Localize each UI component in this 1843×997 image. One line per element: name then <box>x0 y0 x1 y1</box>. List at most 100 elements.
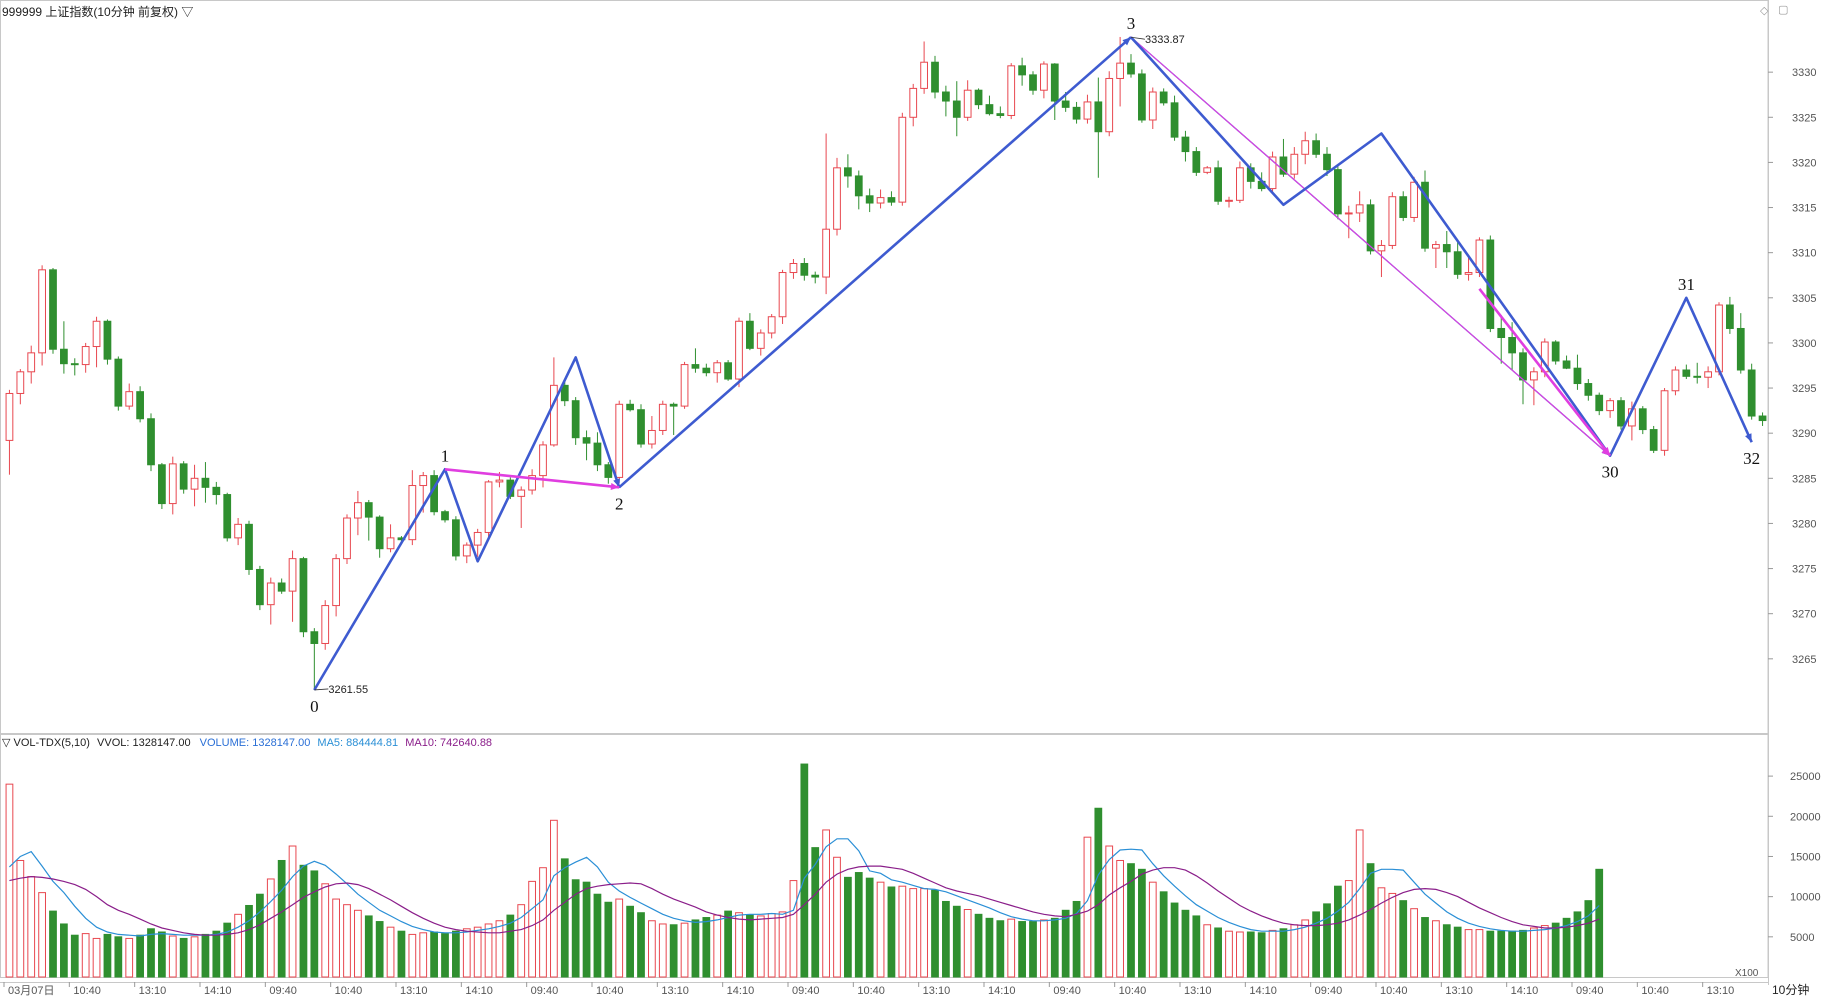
candle-body-down <box>691 364 700 369</box>
candle-body-up <box>1116 62 1124 79</box>
volume-bar-down <box>1453 926 1462 978</box>
wave-point-label: 32 <box>1743 449 1760 468</box>
volume-tick-label: 15000 <box>1790 851 1821 863</box>
volume-ma-layer <box>8 838 1600 937</box>
volume-bar-up <box>876 881 885 978</box>
candle-body-up <box>1236 167 1244 201</box>
volume-bar-up <box>909 888 918 978</box>
ma10-value: MA10: 742640.88 <box>405 737 493 749</box>
volume-bar-up <box>343 904 351 978</box>
candles-layer <box>5 36 1767 690</box>
volume-bar-down <box>626 905 634 978</box>
candle-body-down <box>1029 74 1037 91</box>
candle-body-down <box>724 362 732 380</box>
volume-bar-down <box>1508 930 1516 978</box>
candle-body-down <box>147 418 155 466</box>
candle-body-up <box>1671 369 1680 392</box>
volume-bar-up <box>92 937 101 978</box>
candle-body-up <box>16 371 25 394</box>
candle-body-up <box>833 167 841 230</box>
candle-body-down <box>375 516 384 550</box>
ma5-value: MA5: 884444.81 <box>317 737 399 749</box>
wave-point-label: 30 <box>1602 463 1619 482</box>
grid-layer <box>0 0 1769 985</box>
candle-body-down <box>1508 337 1516 354</box>
candle-body-down <box>1497 327 1506 339</box>
volume-bar-down <box>974 913 983 978</box>
volume-bar-down <box>114 936 123 978</box>
price-tick-label: 3330 <box>1792 67 1816 79</box>
volume-bar-down <box>1094 807 1103 978</box>
title-dropdown-icon[interactable]: ▽ <box>181 5 194 19</box>
price-tick-label: 3300 <box>1792 338 1816 350</box>
candle-body-up <box>550 384 558 446</box>
candle-body-up <box>517 489 526 497</box>
volume-bar-up <box>408 933 417 978</box>
volume-ma5-line <box>8 838 1600 937</box>
candle-body-down <box>1562 360 1571 369</box>
time-tick-label: 09:40 <box>1576 985 1604 997</box>
candle-body-up <box>1083 101 1092 120</box>
candle-body-down <box>604 464 613 478</box>
candle-body-up <box>1290 153 1299 175</box>
volume-bar-up <box>550 819 558 978</box>
candle-body-down <box>1617 400 1625 427</box>
volume-bar-up <box>920 888 928 978</box>
candle-body-up <box>1268 156 1277 190</box>
maximize-window-icon[interactable]: ▢ <box>1778 3 1789 16</box>
candle-body-up <box>408 485 417 541</box>
candle-body-down <box>1138 73 1146 121</box>
volume-value: VOLUME: 1328147.00 <box>199 737 311 749</box>
candle-body-up <box>1377 244 1386 252</box>
candle-body-down <box>1519 352 1527 381</box>
candle-body-down <box>364 502 373 518</box>
restore-window-icon[interactable]: ◇ <box>1760 4 1769 17</box>
volume-bar-down <box>854 872 863 978</box>
candle-body-down <box>158 464 166 505</box>
candle-body-down <box>1214 167 1222 202</box>
candle-body-down <box>637 409 645 445</box>
chart-title[interactable]: 999999 上证指数(10分钟 前复权) ▽ <box>2 3 193 20</box>
volume-bar-up <box>756 915 765 978</box>
volume-bar-down <box>1127 863 1135 978</box>
volume-bar-down <box>1399 900 1408 978</box>
candle-body-up <box>1432 244 1440 249</box>
volume-bar-down <box>1595 868 1604 978</box>
volume-bar-down <box>942 900 950 978</box>
time-tick-label: 13:10 <box>400 985 428 997</box>
volume-toggle-icon[interactable]: ▽ <box>2 737 11 749</box>
volume-bar-down <box>452 930 460 978</box>
volume-bar-up <box>517 904 526 978</box>
time-tick-label: 10:40 <box>73 985 101 997</box>
time-tick-label: 13:10 <box>139 985 167 997</box>
volume-bar-up <box>898 885 907 978</box>
volume-bar-down <box>103 933 112 978</box>
candle-body-up <box>1388 196 1397 246</box>
wave-point-label: 2 <box>615 494 624 513</box>
candle-body-down <box>593 442 602 466</box>
candle-body-down <box>1573 367 1582 385</box>
candle-body-down <box>245 523 253 570</box>
volume-bar-down <box>364 915 373 978</box>
candle-body-up <box>1660 390 1669 451</box>
candle-body-down <box>256 568 264 606</box>
candle-body-down <box>136 391 144 420</box>
candle-body-down <box>1736 327 1745 371</box>
volume-bar-up <box>484 923 493 978</box>
time-tick-label: 09:40 <box>1053 985 1081 997</box>
price-tick-label: 3320 <box>1792 157 1816 169</box>
volume-bar-down <box>1312 911 1320 978</box>
volume-bar-up <box>1236 931 1244 978</box>
candle-body-up <box>81 346 90 366</box>
candle-body-up <box>648 429 656 445</box>
candle-body-down <box>974 89 983 106</box>
candle-body-up <box>386 537 395 550</box>
candle-body-down <box>1421 181 1429 249</box>
candle-body-up <box>1344 212 1353 215</box>
volume-indicator-name[interactable]: VOL-TDX(5,10) <box>13 737 90 749</box>
candle-body-up <box>332 558 340 607</box>
candle-body-down <box>1726 304 1734 329</box>
time-tick-label: 14:10 <box>1511 985 1539 997</box>
time-tick-label: 14:10 <box>988 985 1016 997</box>
volume-bar-down <box>223 922 232 978</box>
